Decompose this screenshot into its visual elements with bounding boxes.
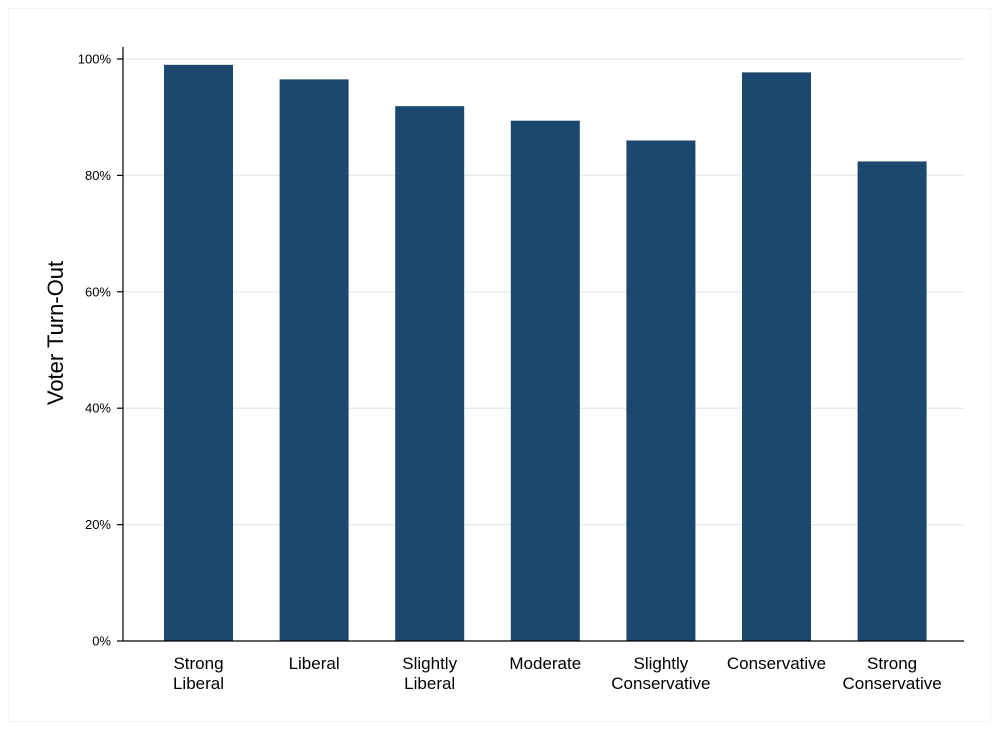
x-category-label-line: Liberal — [289, 654, 340, 673]
y-tick-label: 80% — [85, 168, 111, 183]
x-category-label-line: Moderate — [509, 654, 581, 673]
x-category-label-line: Liberal — [173, 674, 224, 693]
bar — [626, 140, 696, 642]
x-category-label: Slightly Liberal — [402, 654, 457, 693]
bar — [857, 161, 927, 641]
x-category-label-line: Slightly — [633, 654, 688, 673]
x-category-label: Moderate — [509, 654, 581, 673]
x-category-label-line: Conservative — [611, 674, 710, 693]
x-category-label: Strong Liberal — [173, 654, 224, 693]
bar — [742, 72, 811, 642]
y-tick-labels: 0% 20% 40% 60% 80% 100% — [78, 52, 112, 649]
y-tick-label: 20% — [85, 517, 111, 532]
bar — [164, 64, 233, 641]
bar — [279, 79, 349, 642]
y-tick-label: 40% — [85, 401, 111, 416]
y-tick-label: 60% — [85, 284, 111, 299]
x-category-label-line: Conservative — [727, 654, 826, 673]
x-category-label: Strong Conservative — [842, 654, 941, 693]
x-category-label-line: Strong — [173, 654, 223, 673]
chart-frame — [8, 8, 991, 722]
bars — [164, 64, 927, 642]
x-category-label-line: Slightly — [402, 654, 457, 673]
x-category-label-line: Conservative — [842, 674, 941, 693]
bar — [395, 106, 465, 642]
x-category-label: Conservative — [727, 654, 826, 673]
y-tick-label: 0% — [92, 634, 111, 649]
x-category-label: Slightly Conservative — [611, 654, 710, 693]
x-category-label-line: Strong — [867, 654, 917, 673]
bar — [510, 120, 580, 641]
axes — [117, 47, 964, 642]
y-tick-label: 100% — [78, 52, 112, 67]
x-category-label: Liberal — [289, 654, 340, 673]
y-axis-title: Voter Turn-Out — [43, 261, 68, 405]
x-category-label-line: Liberal — [404, 674, 455, 693]
